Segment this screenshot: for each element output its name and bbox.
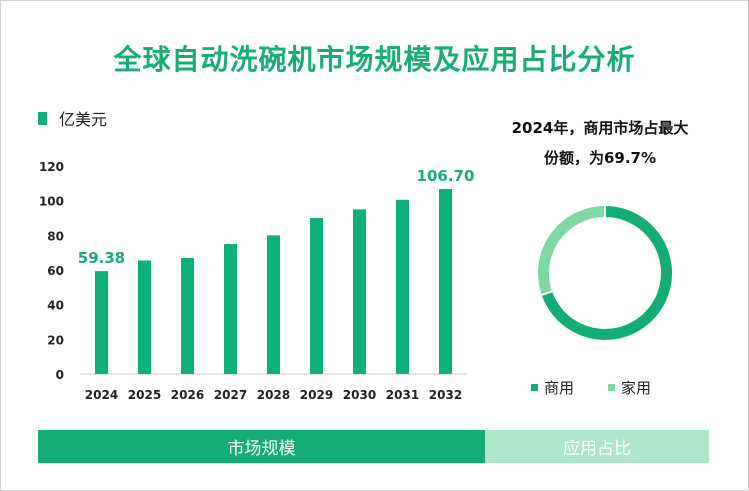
y-tick-label: 80 [47, 229, 64, 243]
data-label: 59.38 [78, 249, 125, 267]
x-tick-label: 2030 [343, 388, 376, 402]
unit-legend: 亿美元 [38, 108, 108, 129]
bar [439, 189, 452, 374]
pie-legend-item: 商用 [531, 377, 574, 398]
x-tick-label: 2026 [171, 388, 204, 402]
donut-chart [536, 203, 674, 342]
donut-slice [536, 203, 606, 297]
bar [138, 260, 151, 374]
x-tick-label: 2024 [85, 388, 118, 402]
bar [267, 235, 280, 374]
pie-legend-label: 商用 [544, 379, 575, 397]
chart-title: 全球自动洗碗机市场规模及应用占比分析 [113, 43, 636, 76]
y-tick-label: 100 [39, 195, 64, 209]
legend-swatch [608, 384, 616, 391]
unit-label: 亿美元 [59, 110, 108, 129]
data-label: 106.70 [417, 167, 475, 185]
y-tick-label: 40 [47, 299, 64, 313]
bar [310, 218, 323, 374]
pie-title: 2024年，商用市场占最大 份额，为69.7% [484, 113, 716, 173]
y-tick-label: 120 [39, 160, 64, 174]
x-tick-label: 2029 [300, 388, 333, 402]
pie-title-line2: 份额，为69.7% [543, 149, 657, 167]
x-tick-label: 2028 [257, 388, 290, 402]
y-tick-label: 20 [47, 333, 64, 347]
pie-title-line1: 2024年，商用市场占最大 [511, 119, 689, 137]
x-tick-label: 2025 [128, 388, 161, 402]
bar [353, 209, 366, 374]
donut-slice [539, 203, 674, 342]
x-tick-label: 2027 [214, 388, 247, 402]
legend-swatch [38, 111, 47, 125]
pie-legend: 商用 家用 [531, 377, 701, 398]
y-tick-label: 60 [47, 264, 64, 278]
pie-legend-label: 家用 [621, 379, 652, 397]
bar [181, 257, 194, 374]
bar [396, 199, 409, 374]
x-tick-label: 2031 [386, 388, 419, 402]
bar [224, 244, 237, 374]
bar [95, 271, 108, 374]
x-tick-label: 2032 [429, 388, 462, 402]
pie-legend-item: 家用 [608, 377, 651, 398]
tab-market-size[interactable]: 市场规模 [38, 430, 485, 463]
y-tick-label: 0 [56, 368, 64, 382]
tab-application-share[interactable]: 应用占比 [485, 430, 709, 463]
legend-swatch [531, 384, 538, 391]
